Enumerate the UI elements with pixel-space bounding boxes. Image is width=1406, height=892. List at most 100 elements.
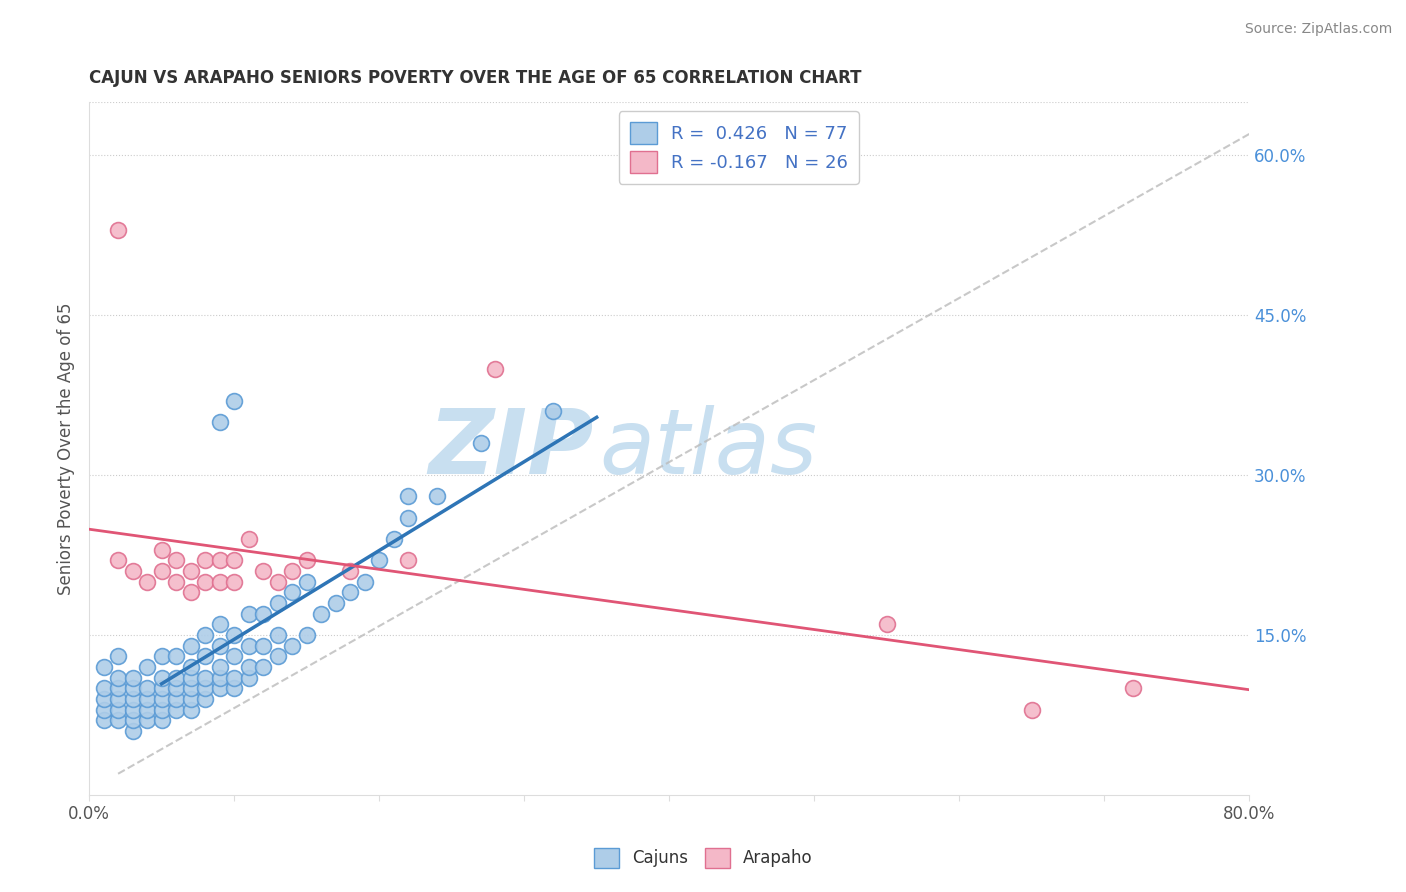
Point [208, 671, 231, 685]
Point [180, 585, 202, 599]
Point [238, 639, 260, 653]
Point [266, 649, 288, 664]
Point [1122, 681, 1144, 696]
Point [222, 628, 245, 642]
Point [339, 564, 361, 578]
Point [121, 692, 143, 706]
Point [194, 649, 217, 664]
Point [165, 553, 187, 567]
Point [208, 415, 231, 429]
Point [93, 714, 115, 728]
Point [208, 574, 231, 589]
Point [121, 671, 143, 685]
Legend: Cajuns, Arapaho: Cajuns, Arapaho [586, 841, 820, 875]
Point [121, 714, 143, 728]
Point [470, 436, 492, 450]
Point [150, 692, 173, 706]
Point [107, 681, 129, 696]
Point [180, 671, 202, 685]
Point [194, 628, 217, 642]
Point [93, 692, 115, 706]
Point [396, 553, 419, 567]
Point [93, 681, 115, 696]
Point [194, 692, 217, 706]
Point [238, 671, 260, 685]
Point [266, 574, 288, 589]
Text: atlas: atlas [599, 404, 817, 492]
Point [136, 703, 159, 717]
Point [121, 724, 143, 739]
Point [266, 628, 288, 642]
Point [136, 692, 159, 706]
Point [281, 639, 304, 653]
Point [238, 607, 260, 621]
Point [136, 681, 159, 696]
Point [165, 681, 187, 696]
Point [252, 660, 274, 674]
Point [541, 404, 564, 418]
Point [194, 574, 217, 589]
Point [238, 660, 260, 674]
Point [150, 649, 173, 664]
Point [150, 703, 173, 717]
Point [396, 490, 419, 504]
Point [93, 703, 115, 717]
Point [165, 692, 187, 706]
Point [222, 553, 245, 567]
Point [484, 361, 506, 376]
Point [150, 714, 173, 728]
Point [876, 617, 898, 632]
Point [150, 542, 173, 557]
Point [194, 553, 217, 567]
Point [136, 714, 159, 728]
Text: CAJUN VS ARAPAHO SENIORS POVERTY OVER THE AGE OF 65 CORRELATION CHART: CAJUN VS ARAPAHO SENIORS POVERTY OVER TH… [89, 69, 862, 87]
Point [121, 681, 143, 696]
Point [107, 553, 129, 567]
Point [194, 681, 217, 696]
Point [222, 574, 245, 589]
Point [180, 660, 202, 674]
Point [222, 671, 245, 685]
Point [180, 703, 202, 717]
Point [382, 532, 405, 546]
Point [165, 574, 187, 589]
Point [208, 660, 231, 674]
Point [295, 553, 318, 567]
Point [194, 671, 217, 685]
Y-axis label: Seniors Poverty Over the Age of 65: Seniors Poverty Over the Age of 65 [58, 302, 75, 595]
Point [1021, 703, 1043, 717]
Point [107, 692, 129, 706]
Point [107, 649, 129, 664]
Point [281, 585, 304, 599]
Point [295, 574, 318, 589]
Point [353, 574, 375, 589]
Point [281, 564, 304, 578]
Point [93, 660, 115, 674]
Point [165, 649, 187, 664]
Text: ZIP: ZIP [429, 404, 593, 492]
Point [222, 681, 245, 696]
Point [208, 639, 231, 653]
Point [208, 617, 231, 632]
Point [309, 607, 332, 621]
Point [238, 532, 260, 546]
Point [222, 393, 245, 408]
Point [396, 511, 419, 525]
Point [180, 639, 202, 653]
Point [222, 649, 245, 664]
Point [107, 223, 129, 237]
Point [208, 553, 231, 567]
Point [136, 660, 159, 674]
Point [252, 564, 274, 578]
Point [252, 639, 274, 653]
Point [165, 703, 187, 717]
Point [150, 681, 173, 696]
Point [252, 607, 274, 621]
Point [107, 703, 129, 717]
Point [295, 628, 318, 642]
Point [121, 564, 143, 578]
Text: Source: ZipAtlas.com: Source: ZipAtlas.com [1244, 22, 1392, 37]
Point [136, 574, 159, 589]
Point [180, 564, 202, 578]
Point [180, 692, 202, 706]
